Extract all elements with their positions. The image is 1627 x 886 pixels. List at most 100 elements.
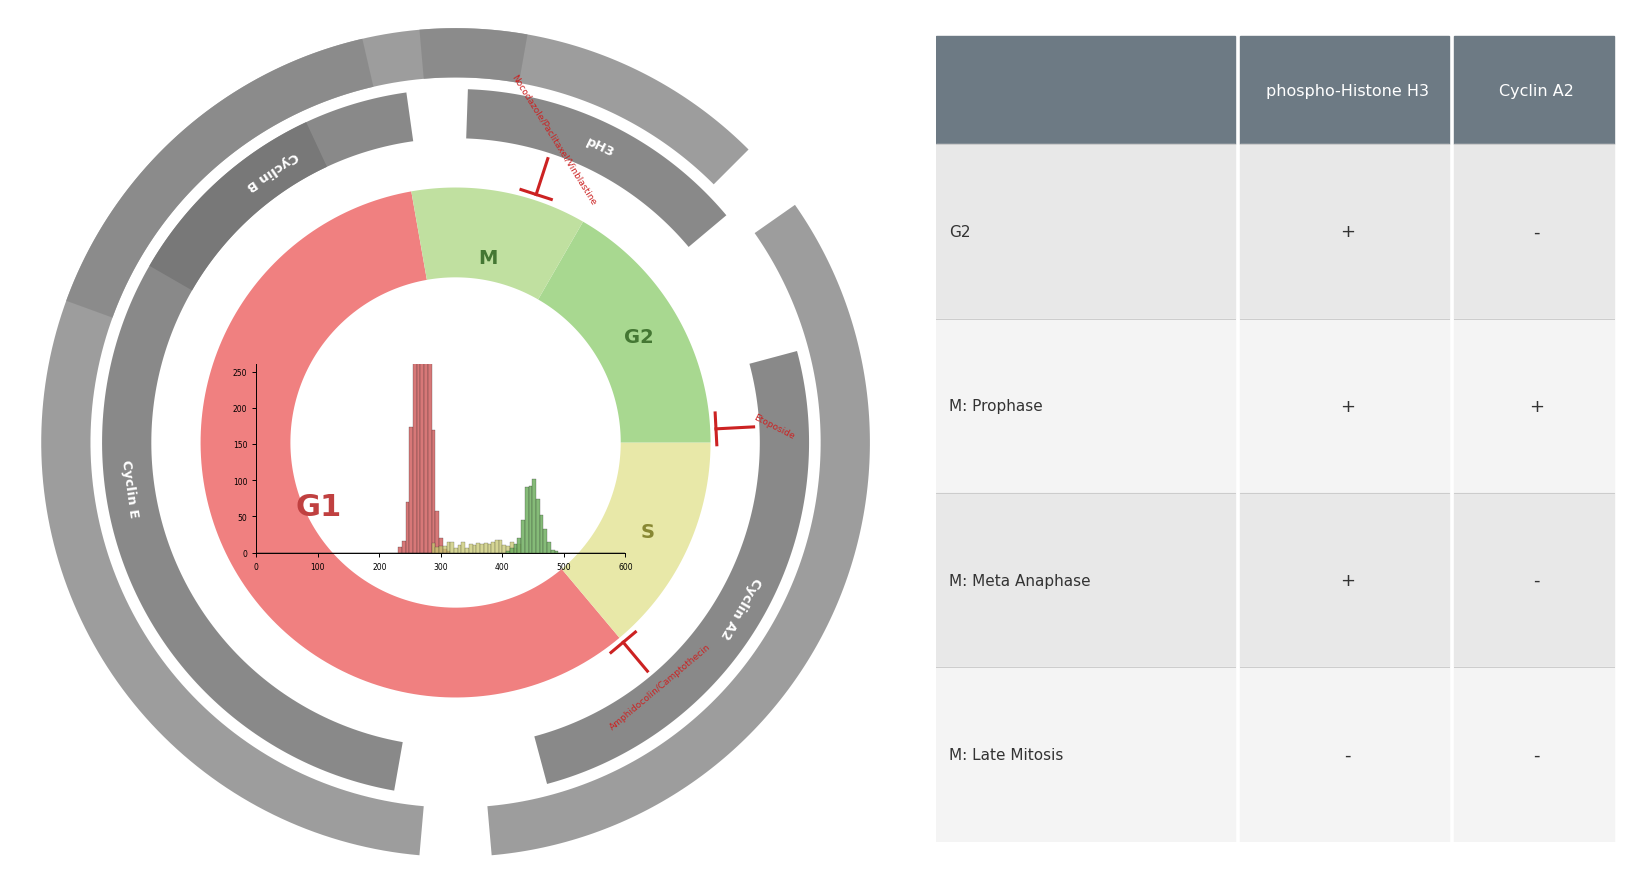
Text: +: +: [1339, 223, 1355, 241]
Bar: [526, 488, 529, 553]
Text: -: -: [1533, 223, 1539, 241]
Polygon shape: [420, 29, 748, 185]
Text: phospho-Histone H3: phospho-Histone H3: [1266, 84, 1429, 98]
Bar: [431, 431, 436, 553]
Bar: [410, 427, 413, 553]
Bar: [555, 551, 558, 553]
Text: M: Late Mitosis: M: Late Mitosis: [949, 747, 1062, 762]
Bar: [517, 544, 521, 553]
Bar: [488, 544, 491, 553]
Bar: [465, 548, 469, 553]
Bar: [1455, 319, 1614, 494]
Text: pH3: pH3: [584, 136, 617, 160]
Polygon shape: [467, 90, 726, 248]
Bar: [399, 548, 402, 553]
Bar: [1240, 37, 1450, 145]
Bar: [1455, 145, 1614, 319]
Bar: [1455, 667, 1614, 842]
Polygon shape: [488, 206, 870, 855]
Text: S: S: [641, 523, 654, 541]
Text: Etoposide: Etoposide: [752, 412, 796, 440]
Bar: [436, 548, 439, 553]
Bar: [936, 494, 1235, 667]
Bar: [425, 231, 428, 553]
Polygon shape: [534, 352, 809, 784]
Polygon shape: [150, 93, 413, 291]
Bar: [1240, 494, 1450, 667]
Bar: [417, 224, 420, 553]
Polygon shape: [103, 123, 403, 790]
Bar: [509, 548, 514, 553]
Bar: [506, 547, 509, 553]
Bar: [413, 354, 417, 553]
Text: G1: G1: [296, 492, 342, 521]
Bar: [446, 551, 451, 553]
Text: G2: G2: [949, 225, 970, 240]
Bar: [514, 548, 517, 553]
Bar: [506, 551, 509, 553]
Text: +: +: [1339, 571, 1355, 589]
Bar: [405, 502, 410, 553]
Bar: [443, 547, 446, 553]
Bar: [402, 541, 405, 553]
Text: Cyclin B: Cyclin B: [244, 149, 299, 192]
Text: G2: G2: [623, 328, 654, 346]
Bar: [936, 145, 1235, 319]
Bar: [439, 547, 443, 553]
Bar: [454, 548, 457, 553]
Text: Cyclin A2: Cyclin A2: [1498, 84, 1573, 98]
Bar: [543, 529, 547, 553]
Text: -: -: [1533, 571, 1539, 589]
Bar: [480, 544, 483, 553]
Polygon shape: [539, 222, 711, 443]
Text: Nocodazole/Paclitaxel/Vinblastine: Nocodazole/Paclitaxel/Vinblastine: [509, 74, 599, 207]
Bar: [472, 546, 477, 553]
Bar: [439, 539, 443, 553]
Bar: [1455, 494, 1614, 667]
Bar: [1455, 37, 1614, 145]
Text: -: -: [1344, 746, 1350, 764]
Text: Amphidocolin/Camptothecin: Amphidocolin/Camptothecin: [608, 642, 713, 732]
Bar: [469, 544, 472, 553]
Bar: [1240, 667, 1450, 842]
Polygon shape: [200, 192, 620, 697]
Bar: [462, 543, 465, 553]
Text: +: +: [1529, 398, 1544, 416]
Text: Cyclin A2: Cyclin A2: [718, 574, 763, 641]
Bar: [495, 540, 499, 553]
Bar: [936, 319, 1235, 494]
Bar: [436, 511, 439, 553]
Text: +: +: [1339, 398, 1355, 416]
Bar: [457, 546, 462, 553]
Text: M: M: [478, 248, 498, 268]
Bar: [936, 667, 1235, 842]
Polygon shape: [412, 189, 582, 300]
Bar: [503, 546, 506, 553]
Bar: [428, 325, 431, 553]
Bar: [446, 542, 451, 553]
Bar: [540, 516, 543, 553]
Bar: [499, 540, 503, 553]
Polygon shape: [67, 40, 374, 318]
Polygon shape: [561, 443, 711, 638]
Bar: [483, 544, 488, 553]
Text: -: -: [1533, 746, 1539, 764]
Bar: [509, 542, 514, 553]
Text: Cyclin E: Cyclin E: [119, 459, 140, 518]
Bar: [1240, 145, 1450, 319]
Bar: [420, 199, 425, 553]
Bar: [443, 549, 446, 553]
Bar: [1240, 319, 1450, 494]
Bar: [936, 37, 1235, 145]
Bar: [535, 500, 540, 553]
Bar: [431, 544, 436, 553]
Bar: [552, 550, 555, 553]
Bar: [517, 539, 521, 553]
Bar: [532, 479, 535, 553]
Bar: [514, 544, 517, 553]
Bar: [529, 486, 532, 553]
Bar: [491, 543, 495, 553]
Polygon shape: [41, 29, 527, 855]
Text: M: Prophase: M: Prophase: [949, 399, 1043, 414]
Bar: [451, 543, 454, 553]
